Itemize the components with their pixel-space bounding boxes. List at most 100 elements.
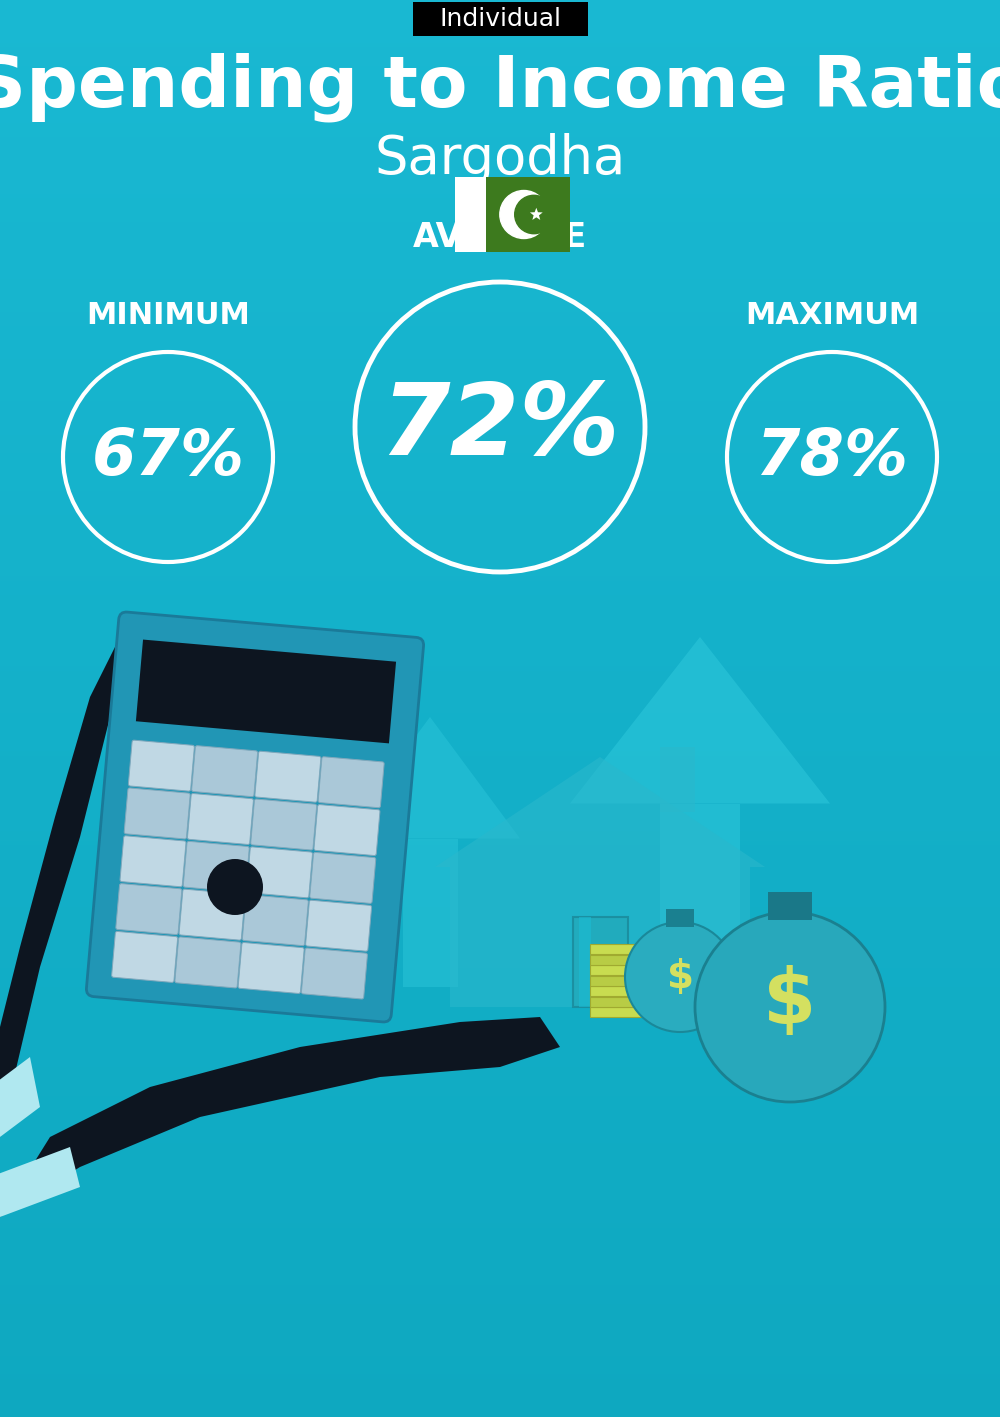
Bar [0,425,1000,429]
Polygon shape [0,1146,80,1217]
Text: Spending to Income Ratio: Spending to Income Ratio [0,52,1000,122]
Bar [0,1299,1000,1304]
Bar [0,67,1000,71]
Bar [0,1223,1000,1229]
Bar [0,1336,1000,1342]
Bar [0,293,1000,298]
Bar [0,322,1000,326]
Bar [0,931,1000,935]
Text: Sargodha: Sargodha [374,133,626,186]
Bar [0,1030,1000,1034]
Bar [0,585,1000,591]
Bar [0,803,1000,808]
Bar [0,312,1000,316]
Bar [0,222,1000,227]
Bar [0,1138,1000,1144]
Bar [0,1261,1000,1265]
Bar [0,945,1000,949]
Bar [0,1073,1000,1077]
Bar [0,152,1000,156]
Bar [0,520,1000,524]
FancyBboxPatch shape [128,740,194,791]
Bar [590,1007,710,1017]
Bar [0,794,1000,798]
Bar [0,1399,1000,1403]
Bar [0,411,1000,415]
FancyBboxPatch shape [238,942,304,993]
Bar [0,949,1000,954]
Bar [0,1289,1000,1294]
Bar [0,359,1000,364]
Bar [590,986,710,996]
Bar [0,1251,1000,1257]
Bar [0,170,1000,174]
Bar [0,397,1000,401]
Bar [0,846,1000,850]
Bar [572,917,628,1007]
Bar [0,401,1000,407]
Bar [0,1209,1000,1214]
Bar [0,1058,1000,1063]
Bar [0,265,1000,269]
Bar [0,81,1000,85]
Bar [0,921,1000,925]
Bar [0,775,1000,779]
FancyBboxPatch shape [310,853,376,904]
Bar [0,911,1000,917]
FancyBboxPatch shape [175,937,241,988]
Bar [0,925,1000,931]
Bar [0,1285,1000,1289]
Bar [0,61,1000,67]
Bar [0,198,1000,203]
Bar [0,973,1000,978]
Bar [0,492,1000,496]
Bar [0,1360,1000,1365]
Bar [0,652,1000,656]
Bar [0,988,1000,992]
Bar [0,109,1000,113]
Bar [660,747,695,812]
Text: MINIMUM: MINIMUM [86,300,250,330]
Bar [0,1304,1000,1308]
FancyBboxPatch shape [187,794,253,845]
Bar [0,883,1000,888]
Bar [0,458,1000,463]
Bar [0,0,1000,4]
Bar [0,769,1000,775]
Bar [590,996,710,1006]
Bar [0,444,1000,449]
Bar [0,500,1000,506]
Bar [0,638,1000,642]
FancyBboxPatch shape [179,888,245,939]
Bar [0,1016,1000,1020]
Bar [0,864,1000,869]
Bar [0,935,1000,939]
Bar [0,571,1000,577]
Bar [0,1342,1000,1346]
Bar [0,208,1000,213]
Bar [0,832,1000,836]
Bar [0,591,1000,595]
Bar [0,812,1000,818]
Text: $: $ [666,958,694,996]
Bar [0,1243,1000,1247]
Bar [0,680,1000,684]
Bar [0,1271,1000,1275]
Bar [0,316,1000,322]
Bar [0,354,1000,359]
Bar [0,1077,1000,1081]
Bar [0,713,1000,718]
FancyBboxPatch shape [314,805,380,856]
Bar [0,779,1000,784]
Bar [0,463,1000,468]
Bar [0,1308,1000,1314]
Bar [0,1204,1000,1209]
Bar [0,188,1000,194]
Bar [0,57,1000,61]
Bar [0,482,1000,486]
Polygon shape [0,1057,40,1136]
Bar [0,727,1000,733]
Bar [590,955,710,965]
Bar [0,1124,1000,1129]
Bar [0,1389,1000,1393]
